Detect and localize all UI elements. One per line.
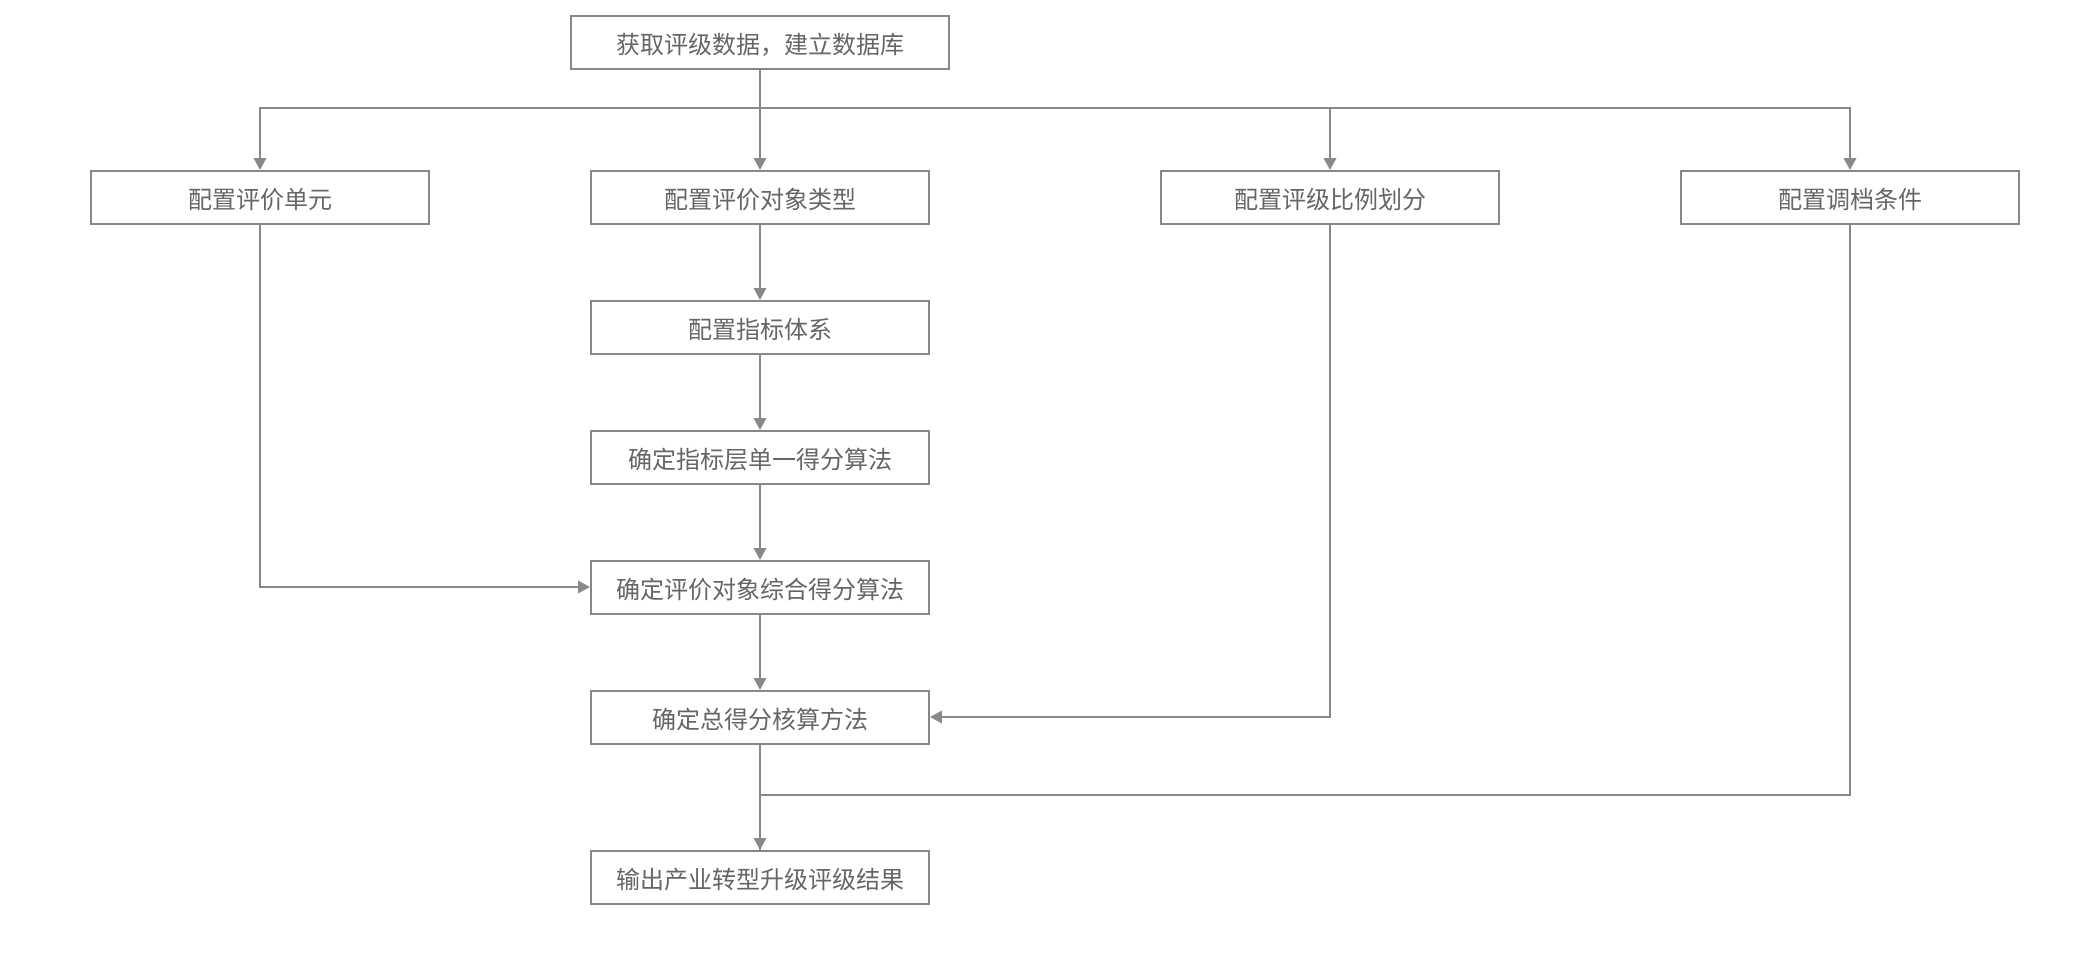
flowchart-diagram: 获取评级数据，建立数据库配置评价单元 配置评价对象类型配置指标体系确定指标层单一得… bbox=[0, 0, 2090, 955]
flowchart-node-n_mid: 配置评级比例划分 bbox=[1160, 170, 1500, 225]
flowchart-node-n_col3: 确定指标层单一得分算法 bbox=[590, 430, 930, 485]
flowchart-node-n_right: 配置调档条件 bbox=[1680, 170, 2020, 225]
flowchart-node-n_left: 配置评价单元 bbox=[90, 170, 430, 225]
flowchart-node-n_top: 获取评级数据，建立数据库 bbox=[570, 15, 950, 70]
flowchart-node-n_col5: 确定总得分核算方法 bbox=[590, 690, 930, 745]
flowchart-node-n_col4: 确定评价对象综合得分算法 bbox=[590, 560, 930, 615]
flowchart-node-n_col2: 配置指标体系 bbox=[590, 300, 930, 355]
flowchart-edges bbox=[0, 0, 2090, 955]
flowchart-node-n_col6: 输出产业转型升级评级结果 bbox=[590, 850, 930, 905]
flowchart-node-n_col1: 配置评价对象类型 bbox=[590, 170, 930, 225]
